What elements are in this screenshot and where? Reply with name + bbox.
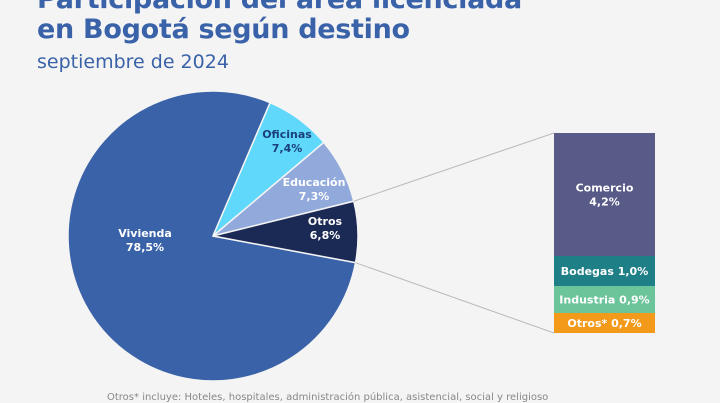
bar-label-name: Comercio	[576, 182, 634, 195]
bar-segment-comercio	[554, 133, 655, 256]
pie-slice-vivienda	[67, 90, 357, 382]
slice-label-name: Educación	[283, 176, 346, 189]
slice-label-name: Otros	[308, 215, 343, 228]
bar-segment-otros	[554, 313, 655, 333]
connector-line-top	[353, 132, 555, 202]
bar-label: Bodegas 1,0%	[561, 265, 648, 278]
bar-label: Otros* 0,7%	[567, 317, 641, 330]
slice-label-value: 7,4%	[272, 142, 303, 155]
footnote: Otros* incluye: Hoteles, hospitales, adm…	[107, 392, 549, 403]
connector-line-bottom	[355, 262, 555, 334]
bar-segment-bodegas	[554, 256, 655, 286]
slice-label-name: Oficinas	[262, 128, 312, 141]
bar-label-value: 4,2%	[589, 196, 620, 209]
chart-subtitle: septiembre de 2024	[37, 51, 229, 73]
chart-title-line2: en Bogotá según destino	[37, 14, 410, 45]
slice-label-value: 78,5%	[126, 241, 164, 254]
slice-label-name: Vivienda	[118, 227, 172, 240]
bar-label: Industria 0,9%	[559, 294, 649, 307]
chart-title-line1: Participación del área licenciada	[37, 0, 522, 15]
slice-label-value: 7,3%	[299, 190, 330, 203]
bar-segment-industria	[554, 286, 655, 313]
pie-slice-otros	[212, 200, 359, 264]
slice-label-value: 6,8%	[310, 229, 341, 242]
